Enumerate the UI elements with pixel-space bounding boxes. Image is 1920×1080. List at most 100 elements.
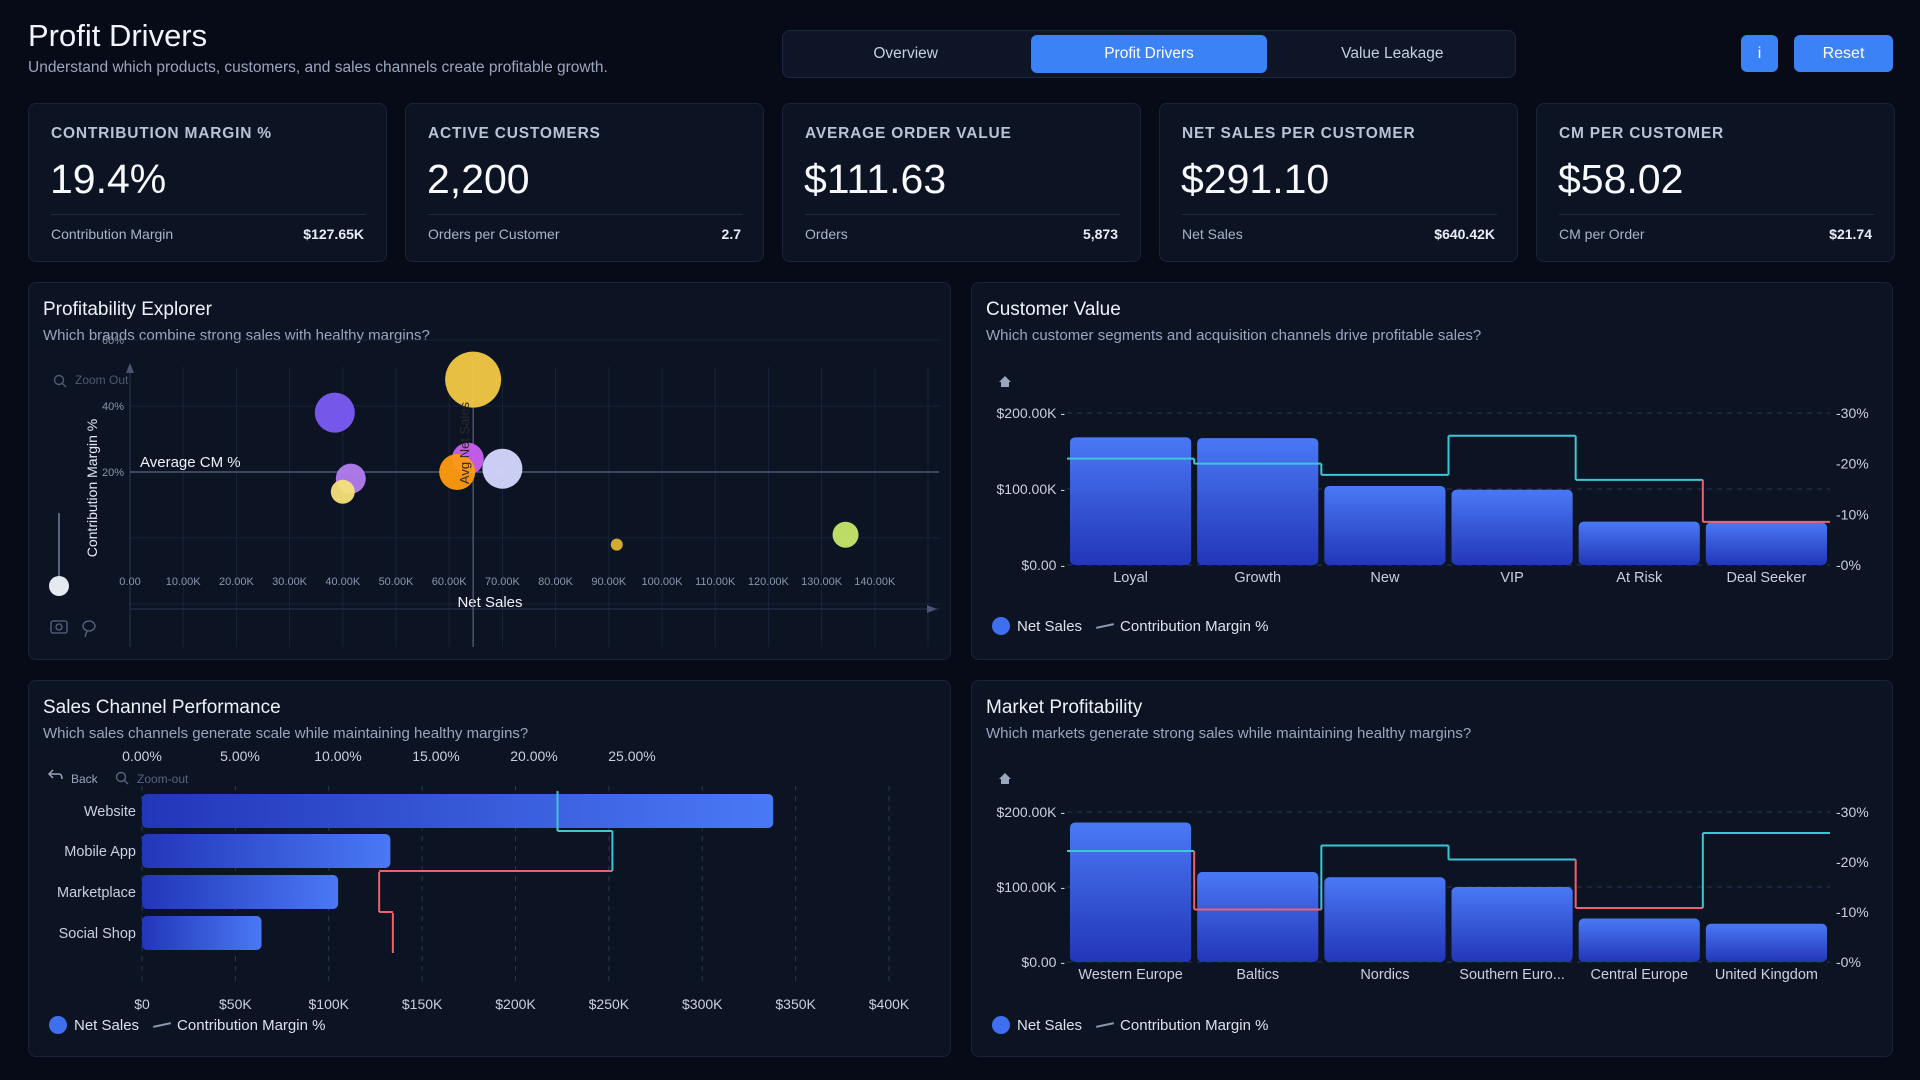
x2-tick-label: 10.00% (314, 748, 361, 764)
y2-tick-label: -0% (1836, 557, 1861, 573)
kpi-sub-value: $127.65K (303, 226, 364, 242)
kpi-active-customers: ACTIVE CUSTOMERS 2,200 Orders per Custom… (405, 103, 764, 262)
zoom-out-control[interactable]: Zoom Out (53, 373, 130, 388)
zoom-out-label: Zoom Out (75, 373, 129, 387)
tab-profit-drivers[interactable]: Profit Drivers (1031, 35, 1267, 73)
scatter-point[interactable] (330, 479, 355, 504)
x-tick-label: Southern Euro... (1459, 967, 1565, 983)
y2-tick-label: -10% (1836, 506, 1869, 522)
x-tick-label: 50.00K (379, 576, 415, 588)
x-tick-label: 100.00K (642, 576, 684, 588)
kpi-value: $111.63 (804, 156, 947, 202)
lasso-icon[interactable] (82, 620, 96, 638)
y-tick-label: 20% (102, 467, 124, 479)
market-profitability-chart[interactable]: $0.00 - $100.00K - $200.00K - -0% -10% -20% -3… (972, 681, 1893, 1057)
x-tick-label: $300K (682, 996, 723, 1012)
bar[interactable] (1705, 923, 1827, 962)
zoom-slider-handle[interactable] (49, 576, 69, 596)
y-tick-label: $0.00 - (1021, 557, 1065, 573)
panel-profitability-explorer: Profitability Explorer Which brands comb… (28, 282, 951, 660)
panel-sales-channel: Sales Channel Performance Which sales ch… (28, 680, 951, 1057)
scatter-chart[interactable]: Zoom Out Contribution Margin % Net Sales… (29, 283, 951, 660)
x2-tick-label: 5.00% (220, 748, 260, 764)
x-tick-label: 20.00K (219, 576, 255, 588)
y-tick-label: $200.00K - (997, 804, 1066, 820)
customer-value-chart[interactable]: $0.00 - $100.00K - $200.00K - -0% -10% -20% -3… (972, 283, 1893, 660)
kpi-average-order-value: AVERAGE ORDER VALUE $111.63 Orders 5,873 (782, 103, 1141, 262)
home-icon[interactable] (999, 376, 1011, 387)
back-control[interactable]: Back (47, 769, 99, 786)
home-icon[interactable] (999, 773, 1011, 784)
x-tick-label: 80.00K (538, 576, 574, 588)
kpi-sub-value: 5,873 (1082, 226, 1118, 242)
panel-title: Market Profitability (986, 697, 1143, 718)
legend-net-sales[interactable]: Net Sales (74, 1016, 140, 1034)
x-axis-label: Net Sales (457, 594, 522, 611)
page-title: Profit Drivers (28, 18, 208, 53)
bar[interactable] (1070, 822, 1192, 963)
x2-tick-label: 25.00% (608, 748, 655, 764)
kpi-cm-per-customer: CM PER CUSTOMER $58.02 CM per Order $21.… (1536, 103, 1895, 262)
y-tick-label: Social Shop (59, 926, 136, 942)
bar[interactable] (1197, 438, 1319, 565)
x-tick-label: 140.00K (854, 576, 896, 588)
scatter-point[interactable] (445, 351, 502, 408)
x-tick-label: Baltics (1236, 967, 1279, 983)
bar[interactable] (142, 834, 391, 868)
scatter-point[interactable] (482, 448, 523, 489)
scatter-point[interactable] (610, 538, 623, 551)
bar[interactable] (1578, 918, 1700, 963)
legend-net-sales[interactable]: Net Sales (1017, 617, 1083, 635)
bar[interactable] (1070, 437, 1192, 565)
bar[interactable] (1705, 522, 1827, 565)
kpi-label: AVERAGE ORDER VALUE (805, 125, 1012, 142)
zoom-out-label: Zoom-out (137, 772, 189, 786)
scatter-point[interactable] (439, 454, 476, 490)
y-tick-label: 60% (102, 335, 124, 347)
y-tick-label: $100.00K - (997, 879, 1066, 895)
scatter-point[interactable] (314, 392, 355, 433)
kpi-label: NET SALES PER CUSTOMER (1182, 125, 1416, 142)
bar[interactable] (142, 875, 339, 909)
kpi-sub-label: CM per Order (1559, 226, 1645, 242)
bar[interactable] (1578, 521, 1700, 565)
zoom-slider[interactable] (49, 513, 69, 596)
x-tick-label: $200K (495, 996, 536, 1012)
bar[interactable] (1324, 485, 1446, 565)
sales-channel-chart[interactable]: Back Zoom-out $0 $50K $100K $150K $200K $250K… (29, 681, 951, 1057)
bar[interactable] (142, 794, 774, 828)
bar[interactable] (1197, 872, 1319, 962)
legend-net-sales[interactable]: Net Sales (1017, 1016, 1083, 1034)
x-tick-label: 70.00K (485, 576, 521, 588)
box-zoom-icon[interactable] (50, 620, 68, 634)
bar[interactable] (142, 916, 262, 950)
zoom-out-control[interactable]: Zoom-out (115, 771, 190, 786)
scatter-point[interactable] (832, 521, 859, 548)
bar[interactable] (1324, 877, 1446, 962)
kpi-label: ACTIVE CUSTOMERS (428, 125, 601, 142)
reset-button[interactable]: Reset (1794, 35, 1893, 72)
legend-cm[interactable]: Contribution Margin % (177, 1016, 326, 1034)
y2-tick-label: -20% (1836, 854, 1869, 870)
x-tick-label: At Risk (1616, 570, 1663, 586)
view-tabs: Overview Profit Drivers Value Leakage (782, 30, 1516, 78)
kpi-value: 19.4% (50, 156, 167, 202)
back-icon (47, 769, 63, 780)
legend-cm[interactable]: Contribution Margin % (1120, 617, 1269, 635)
x-tick-label: Loyal (1113, 570, 1148, 586)
bar[interactable] (1451, 489, 1573, 565)
info-button[interactable]: i (1741, 35, 1778, 72)
kpi-value: 2,200 (427, 156, 530, 202)
tab-overview[interactable]: Overview (873, 45, 938, 62)
kpi-divider (51, 214, 366, 215)
bar[interactable] (1451, 887, 1573, 962)
kpi-divider (428, 214, 743, 215)
tab-value-leakage[interactable]: Value Leakage (1341, 45, 1444, 62)
panel-subtitle: Which customer segments and acquisition … (986, 327, 1482, 344)
legend-cm[interactable]: Contribution Margin % (1120, 1016, 1269, 1034)
x-tick-label: Central Europe (1590, 967, 1688, 983)
y-tick-label: $0.00 - (1021, 954, 1065, 970)
kpi-value: $291.10 (1181, 156, 1330, 202)
x-tick-label: $50K (219, 996, 252, 1012)
y-tick-label: Marketplace (57, 885, 136, 901)
